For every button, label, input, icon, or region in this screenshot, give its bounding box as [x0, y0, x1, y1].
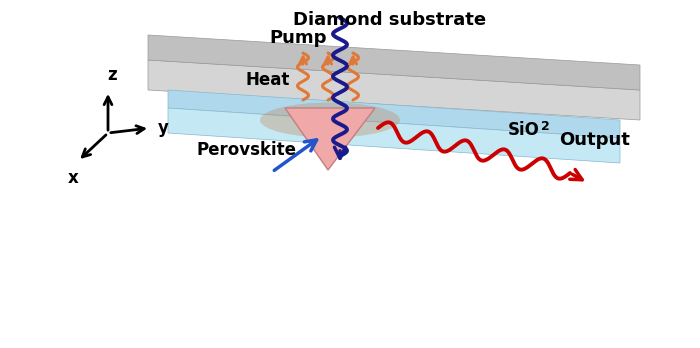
Polygon shape — [148, 60, 640, 120]
Text: Pump: Pump — [270, 29, 327, 47]
Polygon shape — [168, 108, 620, 163]
Text: SiO: SiO — [508, 121, 540, 139]
Ellipse shape — [260, 103, 400, 137]
Polygon shape — [148, 35, 640, 90]
Polygon shape — [285, 108, 375, 170]
Text: Diamond substrate: Diamond substrate — [293, 11, 486, 29]
Text: Output: Output — [559, 131, 631, 149]
Text: y: y — [158, 119, 169, 137]
Text: z: z — [107, 66, 117, 84]
Text: 2: 2 — [541, 119, 550, 133]
Text: x: x — [68, 169, 78, 187]
Polygon shape — [168, 90, 620, 138]
Text: Heat: Heat — [246, 71, 290, 89]
Text: Perovskite: Perovskite — [196, 141, 296, 159]
